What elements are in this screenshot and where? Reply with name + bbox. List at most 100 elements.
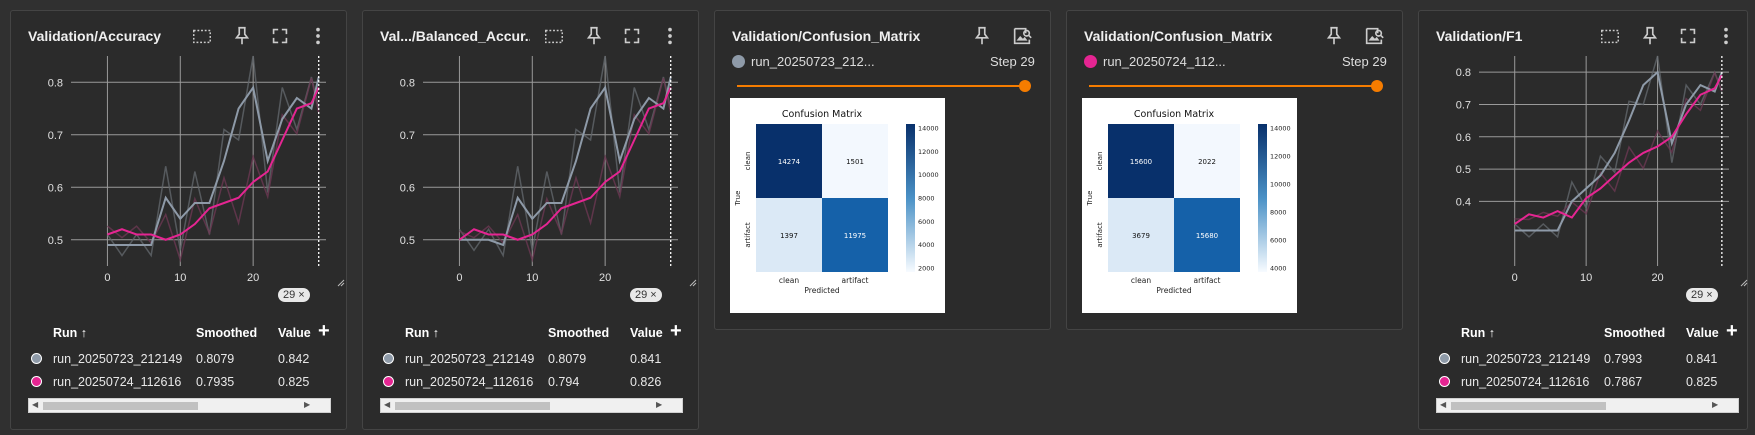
legend-run-header[interactable]: Run ↑	[1461, 326, 1496, 340]
series-line	[107, 87, 320, 241]
line-chart[interactable]: 0.5 0.6 0.7 0.8 0 10 20	[26, 55, 346, 288]
x-tick-label: 10	[174, 272, 186, 284]
cm-cell-value: 1397	[780, 232, 798, 240]
fullscreen-icon[interactable]	[269, 25, 291, 47]
cm-cell	[756, 198, 822, 272]
legend-run-header[interactable]: Run ↑	[405, 326, 440, 340]
pin-icon[interactable]	[1639, 25, 1661, 47]
more-vert-icon[interactable]	[659, 25, 681, 47]
run-name: run_20250723_212149	[53, 352, 183, 366]
scroll-left-icon[interactable]: ◀	[32, 400, 39, 409]
step-badge[interactable]: 29 ×	[1686, 288, 1718, 302]
cm-col-label: clean	[779, 276, 799, 285]
cm-cell	[756, 124, 822, 198]
confusion-matrix-image[interactable]: Confusion Matrix 15600 2022 3679 15680 clean a…	[1082, 98, 1297, 313]
fit-domain-icon[interactable]	[191, 25, 213, 47]
y-tick-label: 0.5	[48, 235, 63, 247]
fit-domain-icon[interactable]	[543, 25, 565, 47]
scroll-left-icon[interactable]: ◀	[384, 400, 391, 409]
scrollbar-thumb[interactable]	[1451, 402, 1606, 410]
fullscreen-icon[interactable]	[1677, 25, 1699, 47]
cm-cell-value: 15600	[1130, 158, 1152, 166]
legend-smoothed-header[interactable]: Smoothed	[548, 326, 610, 340]
run-color-dot[interactable]	[31, 376, 42, 387]
line-chart[interactable]: 0.4 0.5 0.6 0.7 0.8 0 10 20	[1434, 55, 1749, 288]
raw-series-line	[106, 55, 320, 258]
run-color-dot[interactable]	[31, 353, 42, 364]
image-search-icon[interactable]	[1011, 25, 1033, 47]
card-title: Validation/Confusion_Matrix	[732, 28, 921, 44]
image-search-icon[interactable]	[1363, 25, 1385, 47]
run-color-dot[interactable]	[732, 55, 745, 68]
x-tick-label: 20	[599, 272, 611, 284]
chart-svg: 0.5 0.6 0.7 0.8 0 10 20	[400, 55, 697, 287]
y-tick-label: 0.8	[400, 77, 415, 89]
horizontal-scrollbar[interactable]: ◀ ▶	[380, 398, 683, 413]
cm-cell	[1174, 124, 1240, 198]
cm-col-label: clean	[1131, 276, 1151, 285]
scrollbar-thumb[interactable]	[43, 402, 198, 410]
step-slider-thumb[interactable]	[1371, 80, 1383, 92]
legend-value-header[interactable]: Value	[278, 326, 311, 340]
step-slider-track[interactable]	[1089, 85, 1377, 87]
cm-title: Confusion Matrix	[1134, 109, 1215, 120]
horizontal-scrollbar[interactable]: ◀ ▶	[1436, 398, 1739, 413]
fullscreen-icon[interactable]	[621, 25, 643, 47]
smoothed-value: 0.8079	[196, 352, 235, 366]
cm-colorbar-tick: 14000	[1270, 125, 1291, 133]
cm-colorbar-tick: 10000	[918, 171, 939, 179]
run-color-dot[interactable]	[1439, 376, 1450, 387]
pin-icon[interactable]	[583, 25, 605, 47]
scroll-right-icon[interactable]: ▶	[656, 400, 663, 409]
cm-col-label: artifact	[841, 276, 868, 285]
y-tick-label: 0.5	[1456, 164, 1471, 176]
step-slider-thumb[interactable]	[1019, 80, 1031, 92]
run-color-dot[interactable]	[383, 376, 394, 387]
y-tick-label: 0.6	[48, 182, 63, 194]
add-column-icon[interactable]: +	[1726, 320, 1738, 342]
step-badge[interactable]: 29 ×	[630, 288, 662, 302]
cm-colorbar-tick: 10000	[1270, 181, 1291, 189]
step-slider-track[interactable]	[737, 85, 1025, 87]
cm-colorbar-tick: 6000	[1270, 237, 1287, 245]
x-tick-label: 0	[456, 272, 462, 284]
legend-value-header[interactable]: Value	[1686, 326, 1719, 340]
step-badge[interactable]: 29 ×	[278, 288, 310, 302]
y-tick-label: 0.6	[1456, 132, 1471, 144]
cm-colorbar-tick: 12000	[918, 148, 939, 156]
cm-cell-value: 2022	[1198, 158, 1216, 166]
line-chart[interactable]: 0.5 0.6 0.7 0.8 0 10 20	[378, 55, 698, 288]
scroll-left-icon[interactable]: ◀	[1440, 400, 1447, 409]
pin-icon[interactable]	[971, 25, 993, 47]
x-tick-label: 0	[1512, 272, 1518, 284]
add-column-icon[interactable]: +	[318, 320, 330, 342]
confusion-matrix-image[interactable]: Confusion Matrix 14274 1501 1397 11975 clean a…	[730, 98, 945, 313]
series-line	[459, 76, 672, 247]
cm-colorbar	[906, 124, 915, 272]
more-vert-icon[interactable]	[1715, 25, 1737, 47]
scroll-right-icon[interactable]: ▶	[304, 400, 311, 409]
cm-row-label: artifact	[1096, 222, 1104, 247]
legend-run-header[interactable]: Run ↑	[53, 326, 88, 340]
add-column-icon[interactable]: +	[670, 320, 682, 342]
scrollbar-thumb[interactable]	[395, 402, 550, 410]
scroll-right-icon[interactable]: ▶	[1712, 400, 1719, 409]
pin-icon[interactable]	[231, 25, 253, 47]
pin-icon[interactable]	[1323, 25, 1345, 47]
smoothed-value: 0.7867	[1604, 375, 1643, 389]
legend-smoothed-header[interactable]: Smoothed	[1604, 326, 1666, 340]
more-vert-icon[interactable]	[307, 25, 329, 47]
fit-domain-icon[interactable]	[1599, 25, 1621, 47]
horizontal-scrollbar[interactable]: ◀ ▶	[28, 398, 331, 413]
legend-value-header[interactable]: Value	[630, 326, 663, 340]
run-color-dot[interactable]	[1439, 353, 1450, 364]
legend-smoothed-header[interactable]: Smoothed	[196, 326, 258, 340]
run-color-dot[interactable]	[383, 353, 394, 364]
x-tick-label: 10	[1580, 272, 1592, 284]
series-line	[458, 87, 672, 241]
y-tick-label: 0.6	[400, 182, 415, 194]
x-tick-label: 20	[247, 272, 259, 284]
run-color-dot[interactable]	[1084, 55, 1097, 68]
series-line	[1514, 74, 1723, 225]
cm-col-label: artifact	[1193, 276, 1220, 285]
